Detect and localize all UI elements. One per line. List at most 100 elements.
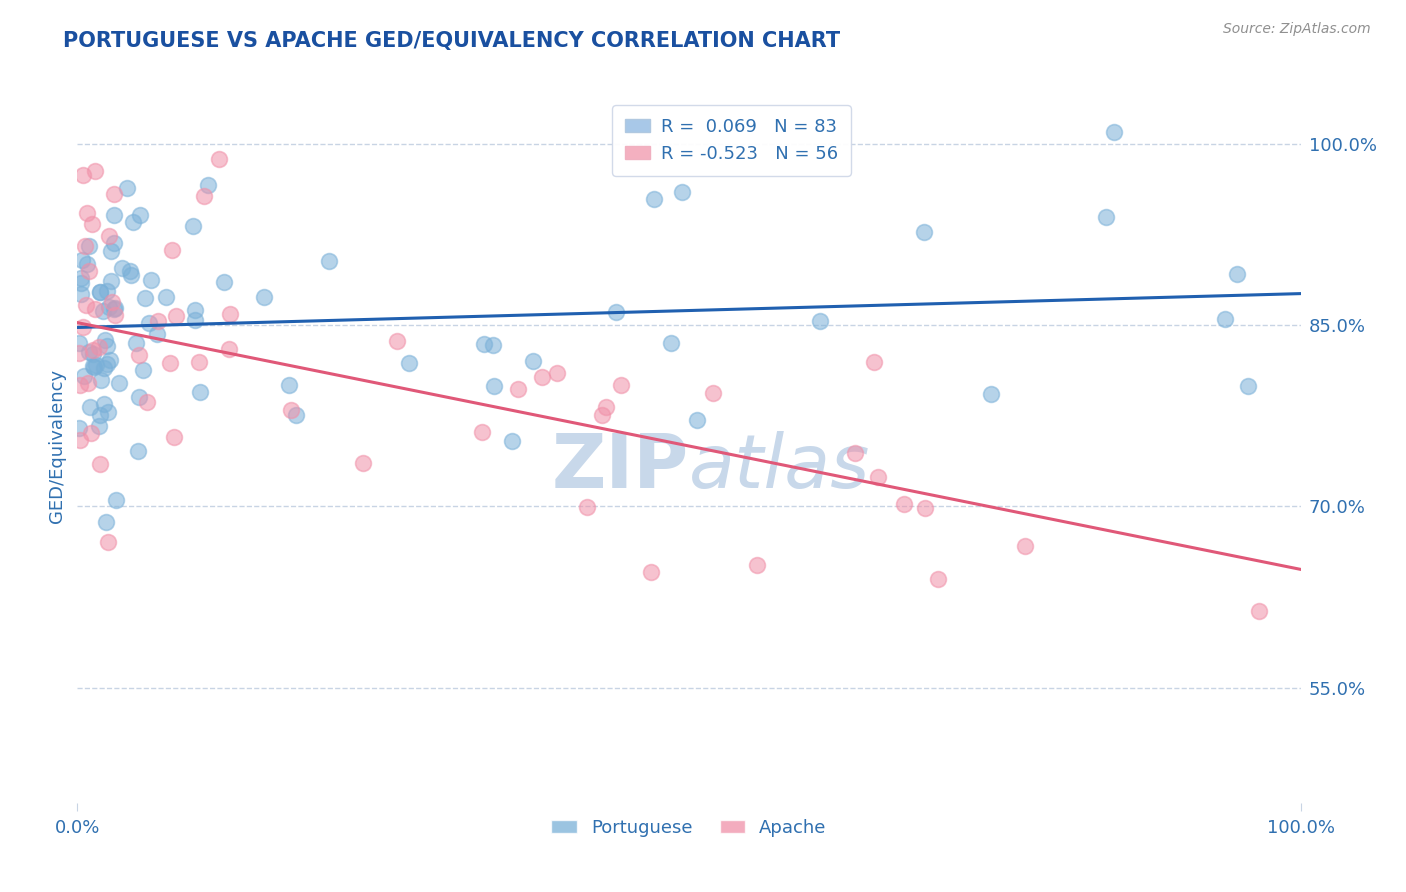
Point	[89, 457, 111, 471]
Point	[218, 343, 240, 357]
Point	[576, 500, 599, 515]
Point	[96, 357, 118, 371]
Point	[93, 360, 115, 375]
Point	[89, 340, 111, 354]
Point	[122, 215, 145, 229]
Point	[96, 339, 118, 353]
Point	[104, 301, 127, 315]
Point	[522, 353, 544, 368]
Point	[1102, 124, 1125, 138]
Point	[184, 302, 207, 317]
Point	[108, 376, 131, 390]
Point	[284, 409, 307, 423]
Point	[93, 303, 115, 318]
Point	[128, 390, 150, 404]
Point	[531, 370, 554, 384]
Point	[197, 178, 219, 192]
Point	[1213, 312, 1236, 326]
Point	[67, 346, 90, 360]
Point	[115, 180, 138, 194]
Point	[77, 376, 100, 390]
Point	[82, 347, 104, 361]
Point	[79, 401, 101, 415]
Point	[808, 314, 831, 328]
Text: Source: ZipAtlas.com: Source: ZipAtlas.com	[1223, 22, 1371, 37]
Point	[100, 274, 122, 288]
Point	[385, 334, 408, 348]
Point	[546, 366, 568, 380]
Point	[77, 345, 100, 359]
Point	[70, 253, 93, 268]
Point	[352, 456, 374, 470]
Legend: Portuguese, Apache: Portuguese, Apache	[544, 812, 834, 844]
Point	[866, 470, 889, 484]
Point	[75, 298, 97, 312]
Point	[640, 565, 662, 579]
Point	[89, 285, 111, 299]
Point	[893, 497, 915, 511]
Point	[1095, 210, 1118, 224]
Point	[591, 408, 613, 422]
Point	[118, 264, 141, 278]
Point	[73, 239, 96, 253]
Point	[82, 343, 104, 357]
Point	[76, 257, 98, 271]
Point	[278, 378, 301, 392]
Point	[72, 168, 94, 182]
Point	[1237, 379, 1260, 393]
Point	[87, 419, 110, 434]
Point	[160, 243, 183, 257]
Point	[67, 421, 90, 435]
Point	[72, 319, 94, 334]
Point	[93, 397, 115, 411]
Point	[136, 394, 159, 409]
Point	[159, 356, 181, 370]
Point	[702, 386, 724, 401]
Point	[103, 187, 125, 202]
Y-axis label: GED/Equivalency: GED/Equivalency	[48, 369, 66, 523]
Point	[97, 405, 120, 419]
Point	[471, 425, 494, 439]
Point	[862, 354, 884, 368]
Point	[70, 271, 93, 285]
Point	[82, 218, 104, 232]
Point	[253, 290, 276, 304]
Point	[146, 314, 169, 328]
Point	[96, 285, 118, 299]
Point	[129, 208, 152, 222]
Point	[77, 239, 100, 253]
Point	[188, 355, 211, 369]
Point	[844, 446, 866, 460]
Point	[124, 335, 146, 350]
Point	[163, 430, 186, 444]
Point	[100, 244, 122, 258]
Point	[927, 572, 949, 586]
Point	[980, 387, 1002, 401]
Point	[69, 287, 91, 301]
Point	[671, 186, 693, 200]
Point	[914, 501, 936, 516]
Point	[605, 305, 627, 319]
Point	[138, 316, 160, 330]
Text: atlas: atlas	[689, 432, 870, 503]
Point	[1249, 604, 1271, 618]
Point	[103, 301, 125, 316]
Point	[67, 335, 90, 350]
Point	[208, 152, 231, 166]
Point	[98, 300, 121, 314]
Point	[610, 377, 633, 392]
Point	[89, 408, 111, 422]
Point	[506, 382, 529, 396]
Point	[398, 356, 420, 370]
Point	[69, 433, 91, 447]
Point	[84, 301, 107, 316]
Point	[73, 368, 96, 383]
Point	[101, 294, 124, 309]
Point	[155, 290, 177, 304]
Point	[103, 235, 125, 250]
Point	[595, 400, 617, 414]
Point	[77, 264, 100, 278]
Point	[183, 312, 205, 326]
Point	[188, 384, 211, 399]
Point	[141, 273, 163, 287]
